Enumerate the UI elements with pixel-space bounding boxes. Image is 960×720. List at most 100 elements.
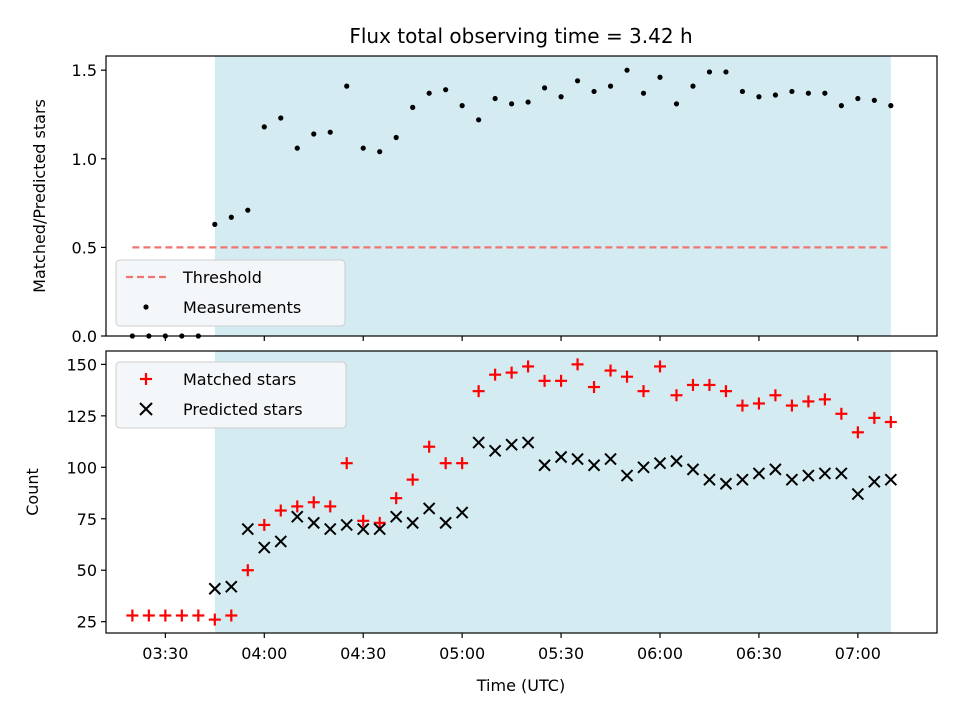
measurement-point <box>443 87 449 93</box>
matched-star-point <box>637 385 650 398</box>
measurement-point <box>426 90 432 96</box>
predicted-star-point <box>868 475 881 488</box>
predicted-star-point <box>835 467 848 480</box>
predicted-star-point <box>785 473 799 486</box>
measurement-point <box>888 103 894 109</box>
x-axis-label: Time (UTC) <box>476 676 565 695</box>
predicted-star-point <box>389 510 403 523</box>
matched-star-point <box>340 457 353 470</box>
predicted-star-point <box>340 518 353 532</box>
matched-star-point <box>604 364 617 377</box>
x-tick-label: 06:00 <box>637 644 683 663</box>
matched-star-point <box>126 609 139 622</box>
x-tick-label: 04:00 <box>241 644 287 663</box>
predicted-star-point <box>324 522 337 536</box>
bottom-legend: Matched stars Predicted stars <box>115 361 347 429</box>
matched-star-point <box>373 516 386 529</box>
matched-star-point <box>307 496 320 509</box>
measurement-point <box>739 88 746 95</box>
top-legend: Threshold Measurements <box>115 259 346 327</box>
predicted-star-point <box>258 541 271 554</box>
matched-star-point <box>703 378 716 391</box>
predicted-star-point <box>455 506 469 519</box>
x-tick-label: 04:30 <box>340 644 386 663</box>
predicted-star-point <box>686 463 700 476</box>
predicted-star-point <box>736 473 749 486</box>
predicted-star-point <box>241 522 255 536</box>
matched-star-point <box>472 385 485 398</box>
matched-star-point <box>752 397 765 410</box>
measurement-point <box>541 85 548 91</box>
predicted-star-point <box>653 456 667 470</box>
predicted-star-point <box>373 522 386 536</box>
predicted-star-point <box>670 454 683 468</box>
matched-star-point <box>439 457 452 470</box>
bottom-y-tick-label: 75 <box>77 510 97 529</box>
measurement-point <box>574 78 581 84</box>
measurement-point <box>673 101 680 107</box>
matched-star-point <box>489 368 502 381</box>
matched-star-point <box>258 518 271 531</box>
bottom-panel: 25 50 75 100 125 150 03:30 04:00 04:30 05:00 05:3… <box>23 350 938 695</box>
predicted-star-point <box>587 459 601 472</box>
matched-star-point <box>291 500 304 513</box>
measurement-point <box>591 88 597 95</box>
predicted-star-point <box>719 477 733 490</box>
predicted-star-point <box>851 487 865 501</box>
matched-star-point <box>621 370 634 383</box>
x-tick-label: 05:00 <box>439 644 485 663</box>
measurement-point <box>360 145 366 151</box>
legend-predicted-label: Predicted stars <box>183 400 303 419</box>
measurement-point <box>607 83 614 89</box>
measurement-point <box>855 95 861 102</box>
measurement-point <box>245 207 251 213</box>
measurement-point <box>657 74 663 80</box>
legend-matched-swatch <box>140 373 152 385</box>
matched-star-point <box>423 440 436 453</box>
measurement-point <box>706 69 713 75</box>
legend-threshold-label: Threshold <box>182 268 262 287</box>
matched-star-point <box>835 407 848 420</box>
measurement-point <box>558 94 564 100</box>
measurement-point <box>459 103 465 109</box>
measurement-point <box>723 69 729 75</box>
matched-star-point <box>686 378 699 391</box>
bottom-y-tick-label: 100 <box>66 458 97 477</box>
matched-star-point <box>555 374 568 387</box>
top-y-tick-label: 0.0 <box>72 327 97 346</box>
predicted-star-point <box>439 516 452 530</box>
matched-star-point <box>670 389 683 402</box>
matched-star-point <box>571 358 584 371</box>
predicted-star-point <box>521 436 535 449</box>
legend-matched-label: Matched stars <box>183 370 296 389</box>
top-legend-box <box>115 259 346 327</box>
bottom-y-tick-label: 125 <box>66 407 97 426</box>
measurement-point <box>377 149 383 155</box>
legend-measurements-label: Measurements <box>183 298 301 317</box>
predicted-star-point <box>274 535 287 548</box>
matched-star-point <box>868 411 881 424</box>
measurement-point <box>228 214 234 220</box>
chart-title: Flux total observing time = 3.42 h <box>349 24 692 48</box>
measurement-point <box>476 117 482 123</box>
legend-predicted-swatch <box>139 402 153 416</box>
top-y-tick-label: 1.5 <box>72 61 97 80</box>
predicted-star-point <box>620 469 634 482</box>
matched-star-point <box>456 457 469 470</box>
matched-star-point <box>324 500 337 513</box>
predicted-star-point <box>538 459 551 472</box>
legend-measurements-swatch <box>143 304 149 310</box>
x-tick-label: 07:00 <box>835 644 881 663</box>
predicted-star-point <box>291 510 304 523</box>
matched-star-point <box>802 395 815 408</box>
predicted-star-point <box>225 580 238 593</box>
predicted-star-point <box>208 582 222 595</box>
measurement-point <box>294 145 300 151</box>
predicted-star-point <box>571 452 584 466</box>
predicted-star-point <box>769 463 782 476</box>
measurement-point <box>756 94 762 100</box>
predicted-star-point <box>488 444 502 458</box>
predicted-star-point <box>604 452 617 466</box>
matched-star-point <box>357 514 370 527</box>
measurement-point <box>344 83 350 89</box>
